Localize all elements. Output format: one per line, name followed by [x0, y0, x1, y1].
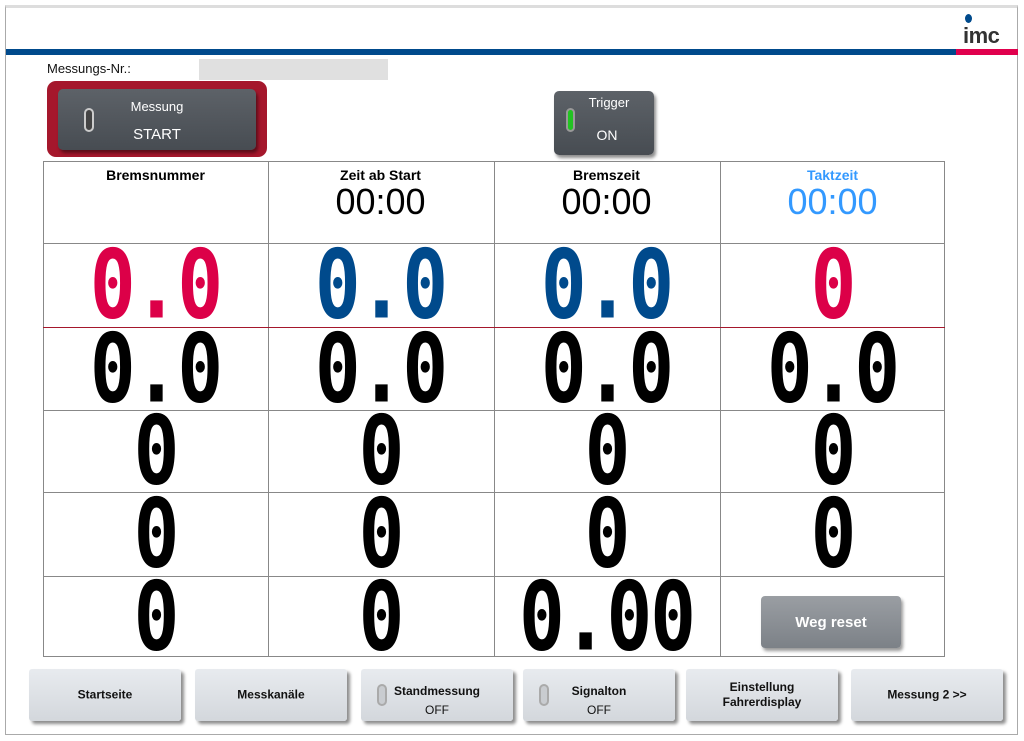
display-value: 0 — [810, 492, 857, 576]
column-title: Bremsnummer — [106, 167, 205, 183]
nav-button-signalton[interactable]: Signalton OFF — [523, 669, 675, 721]
digital-display: 0.0 — [43, 243, 268, 327]
display-value: 0.0 — [89, 243, 223, 327]
led-indicator-icon — [539, 684, 549, 706]
column-title: Bremszeit — [573, 167, 640, 183]
messung-nr-input[interactable] — [199, 59, 388, 80]
column-value: 00:00 — [561, 181, 652, 222]
display-value: 0.0 — [314, 327, 448, 410]
digital-display: 0 — [268, 492, 493, 576]
measurement-grid: Bremsnummer Zeit ab Start 00:00 Bremszeit 00… — [43, 161, 945, 657]
display-value: 0.0 — [540, 243, 674, 327]
nav-button-startseite[interactable]: Startseite — [29, 669, 181, 721]
nav-button-label: Messung 2 >> — [887, 687, 967, 702]
led-indicator-icon — [377, 684, 387, 706]
display-value: 0 — [358, 576, 405, 657]
nav-button-label: Signalton — [571, 684, 627, 698]
led-indicator-icon — [84, 108, 94, 132]
digital-display: 0.0 — [43, 327, 268, 410]
digital-display: 0.0 — [268, 243, 493, 327]
header-bar-blue — [6, 49, 956, 55]
imc-logo: imc — [963, 14, 1013, 48]
column-header: Taktzeit 00:00 — [720, 167, 945, 221]
nav-button-state: OFF — [425, 703, 449, 717]
nav-button-label: Startseite — [77, 687, 133, 702]
display-value: 0 — [810, 410, 857, 492]
digital-display: 0 — [43, 492, 268, 576]
nav-button-label: Standmessung — [393, 684, 480, 698]
column-title: Zeit ab Start — [340, 167, 421, 183]
nav-button-label: Messkanäle — [237, 687, 305, 702]
digital-display: 0.00 — [494, 576, 719, 657]
digital-display: 0 — [494, 410, 719, 492]
grid-line — [944, 161, 945, 657]
digital-display: 0 — [720, 410, 945, 492]
grid-line — [43, 410, 945, 411]
display-value: 0.0 — [89, 327, 223, 410]
display-value: 0 — [810, 243, 857, 327]
nav-button-label: Einstellung Fahrerdisplay — [722, 680, 802, 709]
header-bar-red — [956, 49, 1018, 55]
digital-display: 0 — [720, 492, 945, 576]
grid-line — [268, 161, 269, 657]
led-indicator-icon — [566, 108, 575, 132]
grid-line — [43, 576, 945, 577]
display-value: 0 — [133, 492, 180, 576]
weg-reset-button[interactable]: Weg reset — [761, 596, 901, 648]
display-value: 0 — [133, 576, 180, 657]
digital-display: 0.0 — [494, 243, 719, 327]
column-title: Taktzeit — [806, 167, 859, 183]
display-value: 0 — [584, 410, 631, 492]
nav-button-state: OFF — [587, 703, 611, 717]
grid-line — [43, 161, 945, 162]
column-header: Zeit ab Start 00:00 — [268, 167, 493, 221]
nav-button-einstellung-fahrerdisplay[interactable]: Einstellung Fahrerdisplay — [686, 669, 838, 721]
digital-display: 0 — [43, 410, 268, 492]
digital-display: 0 — [268, 410, 493, 492]
grid-line — [43, 161, 44, 657]
nav-button-messung-2[interactable]: Messung 2 >> — [851, 669, 1003, 721]
grid-line — [720, 161, 721, 657]
column-header: Bremszeit 00:00 — [494, 167, 719, 221]
nav-button-messkan-le[interactable]: Messkanäle — [195, 669, 347, 721]
column-header: Bremsnummer — [43, 167, 268, 183]
display-value: 0 — [358, 492, 405, 576]
display-value: 0 — [358, 410, 405, 492]
messung-start-button[interactable]: Messung START — [58, 89, 256, 150]
display-value: 0 — [133, 410, 180, 492]
grid-line — [43, 243, 945, 244]
window-frame — [5, 5, 1018, 735]
column-value: 00:00 — [335, 181, 426, 222]
digital-display: 0 — [494, 492, 719, 576]
digital-display: 0.0 — [494, 327, 719, 410]
digital-display: 0.0 — [720, 327, 945, 410]
grid-line — [494, 161, 495, 657]
display-value: 0.0 — [766, 327, 900, 410]
grid-line — [43, 492, 945, 493]
digital-display: 0 — [720, 243, 945, 327]
display-value: 0.0 — [314, 243, 448, 327]
column-value: 00:00 — [787, 181, 878, 222]
digital-display: 0.0 — [268, 327, 493, 410]
digital-display: 0 — [268, 576, 493, 657]
digital-display: 0 — [43, 576, 268, 657]
messung-nr-label: Messungs-Nr.: — [47, 61, 131, 76]
trigger-button[interactable]: Trigger ON — [554, 91, 654, 155]
grid-line — [43, 327, 945, 328]
grid-line — [43, 656, 945, 657]
nav-button-standmessung[interactable]: Standmessung OFF — [361, 669, 513, 721]
display-value: 0.0 — [540, 327, 674, 410]
display-value: 0 — [584, 492, 631, 576]
display-value: 0.00 — [518, 576, 696, 657]
